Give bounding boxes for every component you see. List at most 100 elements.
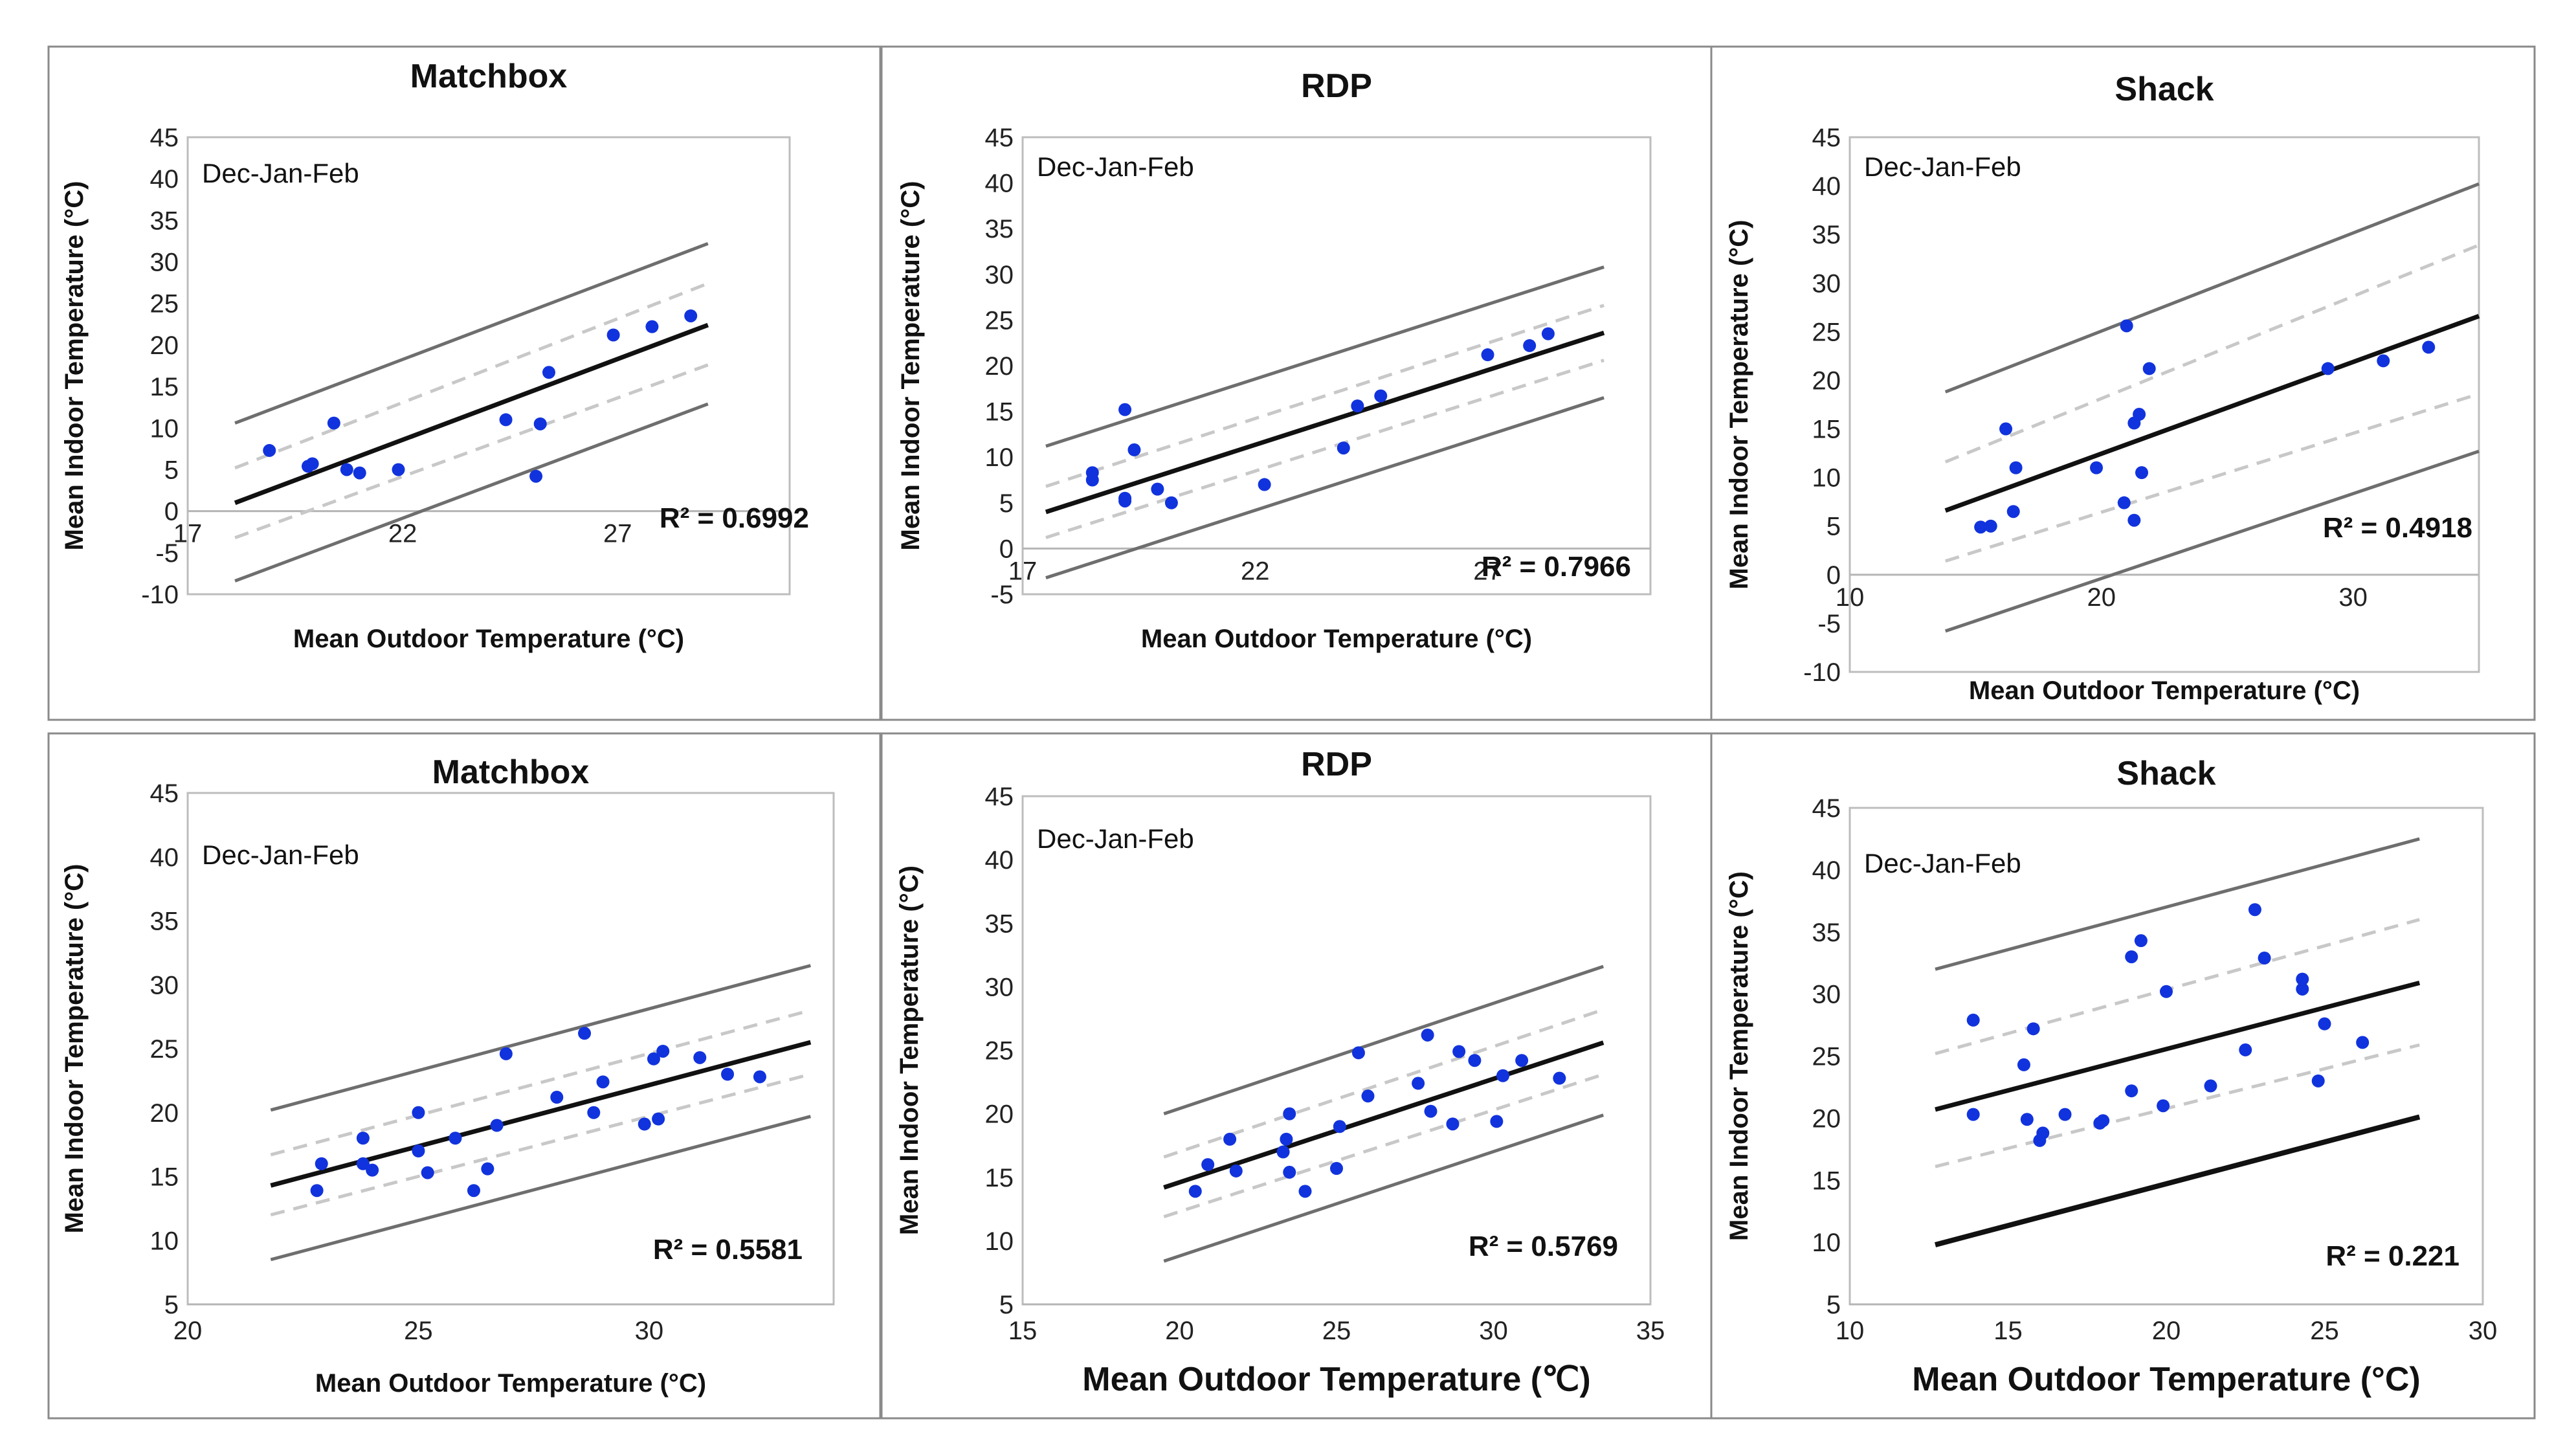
y-tick-label: 20 — [150, 1099, 179, 1128]
data-point — [2020, 1113, 2034, 1126]
y-tick-label: 40 — [150, 843, 179, 872]
x-tick-label: 25 — [2310, 1317, 2339, 1345]
x-tick-label: 20 — [173, 1317, 203, 1345]
x-tick-label: 30 — [2338, 583, 2368, 612]
data-point — [2120, 319, 2133, 333]
data-point — [1276, 1145, 1290, 1159]
data-point — [412, 1106, 425, 1119]
r-squared-label: R² = 0.5769 — [1469, 1231, 1618, 1262]
data-point — [2248, 903, 2261, 917]
y-tick-label: 0 — [1827, 561, 1841, 590]
y-axis-title: Mean Indoor Temperature (°C) — [896, 181, 925, 551]
prediction-lower-line — [234, 402, 709, 583]
data-point — [645, 320, 659, 333]
data-point — [2321, 362, 2335, 375]
y-tick-label: 45 — [1812, 794, 1841, 823]
data-point — [2117, 496, 2131, 509]
y-axis-title: Mean Indoor Temperature (°C) — [895, 865, 924, 1235]
prediction-lower-line — [1163, 1113, 1604, 1263]
data-point — [499, 1047, 513, 1060]
data-point — [2135, 466, 2149, 480]
y-tick-label: 40 — [985, 846, 1014, 875]
plot-area — [1021, 136, 1652, 596]
y-tick-label: 35 — [150, 908, 179, 936]
y-tick-label: 35 — [1812, 221, 1841, 249]
data-point — [1966, 1013, 1980, 1027]
data-point — [533, 417, 547, 430]
data-point — [366, 1163, 379, 1177]
y-tick-label: 45 — [150, 124, 179, 152]
chart-title: RDP — [1301, 67, 1372, 105]
y-tick-label: 30 — [985, 973, 1014, 1001]
chart-title: Shack — [2115, 71, 2214, 108]
r-squared-label: R² = 0.5581 — [653, 1234, 803, 1266]
prediction-upper-line — [1163, 965, 1604, 1115]
x-tick-label: 15 — [1993, 1317, 2023, 1345]
data-point — [1188, 1185, 1202, 1198]
y-tick-label: 10 — [150, 414, 179, 443]
data-point — [2258, 952, 2271, 965]
x-axis-title: Mean Outdoor Temperature (℃) — [1082, 1361, 1590, 1398]
chart-title: RDP — [1301, 746, 1372, 783]
y-tick-label: 40 — [985, 170, 1014, 198]
data-point — [1258, 478, 1271, 491]
y-tick-label: 10 — [1812, 464, 1841, 493]
y-tick-label: 10 — [985, 1227, 1014, 1256]
data-point — [550, 1091, 564, 1104]
data-point — [1223, 1132, 1237, 1146]
data-point — [1523, 339, 1537, 352]
plot-area — [1021, 795, 1652, 1306]
data-point — [315, 1157, 328, 1170]
y-tick-label: 25 — [1812, 318, 1841, 346]
y-tick-label: 10 — [985, 443, 1014, 472]
confidence-upper-line — [1163, 1008, 1604, 1159]
data-point — [2377, 354, 2390, 368]
x-tick-label: 27 — [1473, 557, 1502, 585]
y-tick-label: 30 — [1812, 269, 1841, 298]
season-annotation: Dec-Jan-Feb — [202, 158, 359, 188]
data-point — [392, 463, 405, 476]
x-tick-label: 17 — [1008, 557, 1038, 585]
y-tick-label: 45 — [985, 124, 1014, 152]
data-point — [1283, 1107, 1296, 1121]
chart-panel-3: -10 -5 0 5 10 15 20 25 30 35 40 45 10 20 30 Shack Dec-Ja… — [1710, 45, 2536, 721]
x-tick-label: 20 — [1165, 1317, 1194, 1345]
confidence-lower-line — [1045, 359, 1604, 539]
y-tick-label: -10 — [141, 581, 179, 609]
data-point — [1280, 1132, 1293, 1146]
plot-area — [1849, 807, 2484, 1306]
x-axis-title: Mean Outdoor Temperature (°C) — [1141, 625, 1532, 653]
data-point — [1118, 403, 1132, 416]
prediction-upper-line — [234, 241, 709, 425]
x-tick-label: 35 — [1636, 1317, 1665, 1345]
confidence-upper-line — [1045, 304, 1604, 488]
data-point — [2017, 1058, 2030, 1071]
data-point — [1351, 399, 1364, 413]
y-tick-label: -5 — [155, 539, 179, 568]
data-point — [2296, 972, 2309, 986]
regression-line — [234, 322, 709, 506]
season-annotation: Dec-Jan-Feb — [1864, 151, 2021, 182]
x-tick-label: 10 — [1836, 583, 1865, 612]
regression-line — [1935, 980, 2421, 1112]
data-point — [1541, 327, 1555, 340]
data-point — [1361, 1089, 1375, 1103]
y-tick-label: 15 — [150, 373, 179, 401]
confidence-lower-line — [1163, 1073, 1604, 1218]
data-point — [467, 1184, 480, 1198]
x-tick-label: 25 — [404, 1317, 433, 1345]
y-tick-label: 35 — [150, 206, 179, 235]
data-point — [2125, 1084, 2138, 1098]
data-point — [693, 1051, 707, 1064]
data-point — [1283, 1165, 1296, 1179]
data-point — [1330, 1162, 1343, 1176]
chart-panel-1: -10 -5 0 5 10 15 20 25 30 35 40 45 17 22 27 Matchbox Dec… — [47, 45, 882, 721]
regression-line — [1045, 330, 1605, 515]
data-point — [310, 1184, 324, 1198]
data-point — [1151, 482, 1164, 496]
data-point — [1490, 1115, 1504, 1128]
data-point — [1337, 441, 1350, 455]
data-point — [1118, 494, 1132, 508]
data-point — [1999, 422, 2013, 436]
